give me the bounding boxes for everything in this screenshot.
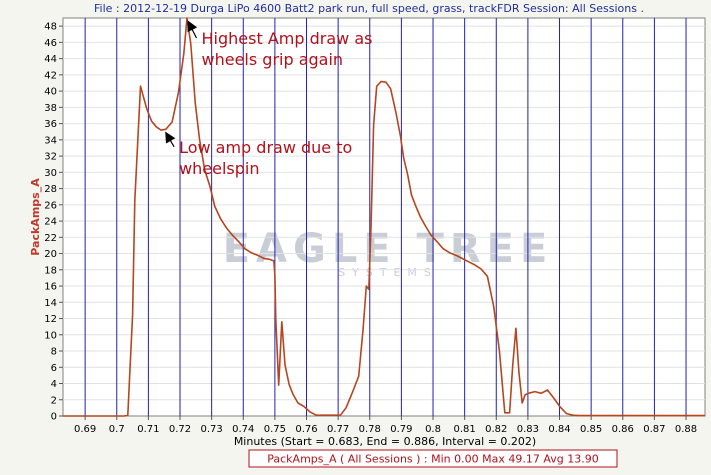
x-tick-label: 0.73 xyxy=(201,424,223,435)
x-tick-label: 0.72 xyxy=(169,424,191,435)
y-tick-label: 22 xyxy=(44,233,57,244)
y-tick-label: 32 xyxy=(44,152,57,163)
x-tick-label: 0.78 xyxy=(359,424,381,435)
packamps-series-line xyxy=(63,17,705,417)
legend-box xyxy=(248,449,618,468)
x-tick-label: 0.79 xyxy=(390,424,412,435)
x-tick-label: 0.74 xyxy=(232,424,254,435)
y-tick-label: 14 xyxy=(44,298,57,309)
x-tick-label: 0.75 xyxy=(264,424,286,435)
y-tick-label: 20 xyxy=(44,249,57,260)
annotation-text: wheels grip again xyxy=(202,50,344,69)
watermark-subtext: SYSTEMS xyxy=(338,266,438,279)
y-tick-label: 18 xyxy=(44,265,57,276)
x-tick-label: 0.87 xyxy=(643,424,665,435)
y-tick-label: 4 xyxy=(51,379,57,390)
x-tick-label: 0.77 xyxy=(327,424,349,435)
y-tick-label: 8 xyxy=(51,347,57,358)
y-tick-label: 24 xyxy=(44,217,57,228)
annotation-text: wheelspin xyxy=(179,159,259,178)
x-axis-label: Minutes (Start = 0.683, End = 0.886, Int… xyxy=(234,435,536,448)
x-tick-label: 0.83 xyxy=(517,424,539,435)
x-tick-label: 0.8 xyxy=(425,424,441,435)
x-tick-label: 0.84 xyxy=(548,424,570,435)
y-tick-label: 42 xyxy=(44,70,57,81)
x-tick-label: 0.76 xyxy=(295,424,317,435)
x-tick-label: 0.71 xyxy=(137,424,159,435)
horizontal-gridlines xyxy=(63,25,705,401)
y-tick-label: 36 xyxy=(44,119,57,130)
x-tick-label: 0.86 xyxy=(612,424,634,435)
annotation-arrow xyxy=(187,20,198,39)
y-tick-label: 28 xyxy=(44,184,57,195)
y-tick-label: 16 xyxy=(44,282,57,293)
y-tick-label: 46 xyxy=(44,38,57,49)
y-tick-label: 40 xyxy=(44,87,57,98)
x-tick-label: 0.85 xyxy=(580,424,602,435)
y-axis-label: PackAmps_A xyxy=(29,178,42,256)
y-tick-label: 12 xyxy=(44,314,57,325)
y-tick-label: 26 xyxy=(44,200,57,211)
y-tick-label: 44 xyxy=(44,54,57,65)
annotation-arrow xyxy=(165,131,176,148)
x-axis-ticks: 0.69 0.7 0.71 0.72 0.73 0.74 0.75 0.76 0.77 0.78 0… xyxy=(74,416,697,435)
y-tick-label: 34 xyxy=(44,135,57,146)
legend-text: PackAmps_A ( All Sessions ) : Min 0.00 M… xyxy=(267,453,598,466)
y-tick-label: 0 xyxy=(51,412,57,423)
annotations: Highest Amp draw as wheels grip again Low … xyxy=(165,20,373,178)
y-tick-label: 2 xyxy=(51,395,57,406)
x-tick-label: 0.69 xyxy=(74,424,96,435)
chart-title: File : 2012-12-19 Durga LiPo 4600 Batt2 … xyxy=(94,2,644,15)
x-tick-label: 0.7 xyxy=(109,424,125,435)
y-axis-ticks: 0246810121416182022242628303234363840424… xyxy=(44,22,63,423)
x-tick-label: 0.88 xyxy=(675,424,697,435)
annotation-text: Low amp draw due to xyxy=(179,138,352,157)
y-tick-label: 30 xyxy=(44,168,57,179)
x-tick-label: 0.81 xyxy=(454,424,476,435)
plot-area xyxy=(62,17,706,417)
series-layer xyxy=(63,17,705,417)
watermark-logo: EAGLE TREE SYSTEMS xyxy=(223,226,554,279)
annotation-text: Highest Amp draw as xyxy=(202,29,373,48)
y-tick-label: 10 xyxy=(44,330,57,341)
x-tick-label: 0.82 xyxy=(485,424,507,435)
y-tick-label: 38 xyxy=(44,103,57,114)
watermark-text: EAGLE TREE xyxy=(223,226,554,272)
y-tick-label: 48 xyxy=(44,22,57,33)
y-tick-label: 6 xyxy=(51,363,57,374)
